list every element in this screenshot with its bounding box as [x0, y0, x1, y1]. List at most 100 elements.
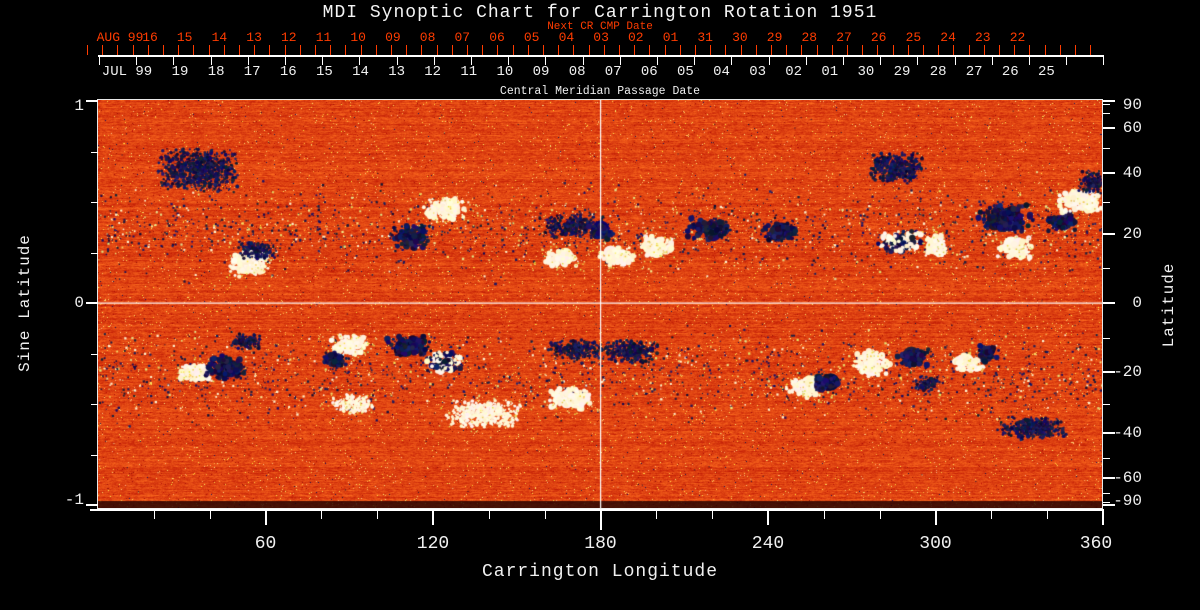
longitude-minor-tick [1047, 511, 1049, 519]
jul-day-label: 02 [785, 64, 803, 80]
latitude-minor-tick [1103, 338, 1110, 340]
aug-day-label: 03 [593, 30, 609, 45]
longitude-major-tick [1102, 511, 1104, 525]
next-cr-tick [239, 45, 240, 55]
longitude-minor-tick [488, 511, 490, 519]
latitude-major-tick [1103, 100, 1115, 102]
aug-day-label: 25 [905, 30, 922, 45]
aug-day-label: 05 [523, 30, 540, 45]
jul-day-label: 12 [424, 64, 442, 80]
jul-day-label: 26 [1001, 64, 1019, 80]
cmp-date-tick [991, 57, 993, 65]
next-cr-tick [436, 45, 438, 55]
longitude-major-tick [264, 511, 267, 525]
next-cr-tick [907, 45, 909, 55]
jul-day-label: 30 [857, 64, 875, 80]
latitude-minor-tick [1103, 501, 1110, 503]
next-cr-tick [1090, 45, 1092, 55]
latitude-minor-tick [1103, 148, 1110, 150]
longitude-minor-tick [321, 511, 323, 519]
next-cr-tick [938, 45, 940, 55]
jul-day-label: 28 [929, 64, 947, 80]
latitude-tick-label: 60 [1122, 119, 1142, 138]
longitude-tick-label: 180 [584, 534, 617, 554]
next-cr-tick [315, 45, 316, 55]
latitude-tick-label: -20 [1113, 363, 1142, 382]
aug-day-label: 14 [211, 30, 228, 45]
next-cr-tick [330, 45, 332, 55]
aug-day-label: 24 [940, 30, 956, 45]
latitude-minor-tick [1103, 113, 1110, 115]
longitude-major-tick [934, 511, 937, 525]
next-cr-tick [360, 45, 362, 55]
next-cr-tick [725, 45, 727, 55]
sine-latitude-major-tick [86, 302, 98, 304]
cmp-date-tick [359, 57, 361, 65]
aug-day-label: 10 [350, 30, 366, 45]
cmp-date-tick [136, 57, 138, 65]
latitude-tick-label: -90 [1113, 492, 1142, 510]
next-cr-tick [223, 45, 225, 55]
aug-day-label: 29 [766, 30, 783, 45]
next-cr-tick [102, 45, 104, 55]
next-cr-tick [406, 45, 408, 55]
latitude-tick-label: 90 [1122, 96, 1142, 114]
jul-day-label: 25 [1037, 64, 1055, 80]
longitude-tick-label: 300 [919, 534, 952, 554]
sine-latitude-minor-tick [91, 404, 98, 405]
jul-day-label: 11 [460, 64, 478, 80]
next-cr-tick [208, 45, 210, 55]
aug-day-label: 01 [662, 30, 679, 45]
latitude-tick-label: 40 [1122, 164, 1142, 183]
next-cr-tick [755, 45, 757, 55]
next-cr-tick [786, 45, 788, 55]
next-cr-cmp-date-label: Next CR CMP Date [547, 21, 653, 33]
sine-latitude-minor-tick [91, 151, 98, 153]
next-cr-tick [588, 45, 590, 55]
cmp-date-tick [99, 57, 100, 65]
longitude-minor-tick [712, 511, 714, 519]
next-cr-tick [847, 45, 848, 55]
longitude-minor-tick [879, 511, 881, 519]
cmp-date-tick [1029, 57, 1030, 65]
latitude-tick-label: 20 [1122, 224, 1142, 243]
longitude-minor-tick [153, 511, 155, 519]
cmp-date-tick [285, 57, 286, 65]
longitude-minor-tick [656, 511, 658, 519]
aug-day-label: 09 [385, 30, 401, 45]
next-cr-tick [573, 45, 575, 55]
latitude-major-tick [1103, 232, 1115, 235]
next-cr-tick [831, 45, 833, 55]
next-cr-tick [695, 45, 696, 55]
latitude-minor-tick [1103, 267, 1110, 269]
cmp-date-tick [768, 57, 770, 65]
jul-day-label: 15 [315, 64, 333, 80]
next-cr-tick [193, 45, 195, 55]
cmp-date-tick [471, 57, 472, 65]
cmp-date-tick [210, 57, 212, 65]
latitude-major-tick [1103, 431, 1115, 434]
cmp-date-tick [433, 57, 435, 65]
next-cr-tick [451, 45, 453, 55]
cmp-date-tick [843, 57, 844, 65]
longitude-major-tick [432, 511, 434, 525]
latitude-tick-label: -40 [1113, 423, 1142, 442]
next-cr-tick [543, 45, 544, 55]
next-cr-tick [983, 45, 985, 55]
longitude-tick-label: 60 [254, 534, 277, 554]
longitude-minor-tick [377, 511, 379, 519]
next-cr-tick [816, 45, 818, 55]
cmp-date-tick [694, 57, 696, 65]
jul-day-label: 08 [568, 64, 586, 80]
next-cr-tick [801, 45, 803, 55]
aug-day-label: 13 [246, 30, 262, 45]
sine-latitude-tick-label: -1 [64, 491, 84, 509]
aug-day-label: 30 [732, 30, 748, 45]
next-cr-tick [497, 45, 499, 55]
cmp-date-tick [619, 57, 621, 65]
next-cr-tick [892, 45, 894, 55]
next-cr-tick [254, 45, 256, 55]
aug-day-label: 31 [697, 30, 713, 45]
cmp-date-tick [545, 57, 547, 65]
jul-day-label: 19 [171, 64, 189, 80]
